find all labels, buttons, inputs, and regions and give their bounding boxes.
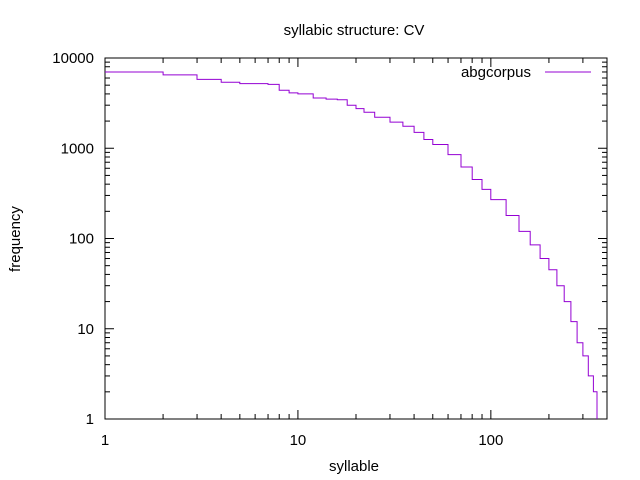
y-tick-label: 1 (86, 411, 94, 428)
y-tick-label: 10000 (52, 50, 94, 67)
y-tick-label: 10 (77, 321, 94, 338)
x-tick-label: 1 (101, 432, 109, 449)
plot-area: 1 10 100 1000 10000 1 10 100 abgcorpus (52, 50, 608, 449)
legend-label: abgcorpus (461, 64, 531, 81)
y-axis-label: frequency (7, 206, 24, 272)
series-line-abgcorpus (105, 71, 598, 419)
x-tick-label: 10 (290, 432, 307, 449)
chart-title: syllabic structure: CV (284, 22, 425, 39)
x-tick-label: 100 (478, 432, 503, 449)
y-tick-label: 100 (69, 231, 94, 248)
x-axis-label: syllable (329, 458, 379, 475)
y-tick-label: 1000 (61, 140, 94, 157)
